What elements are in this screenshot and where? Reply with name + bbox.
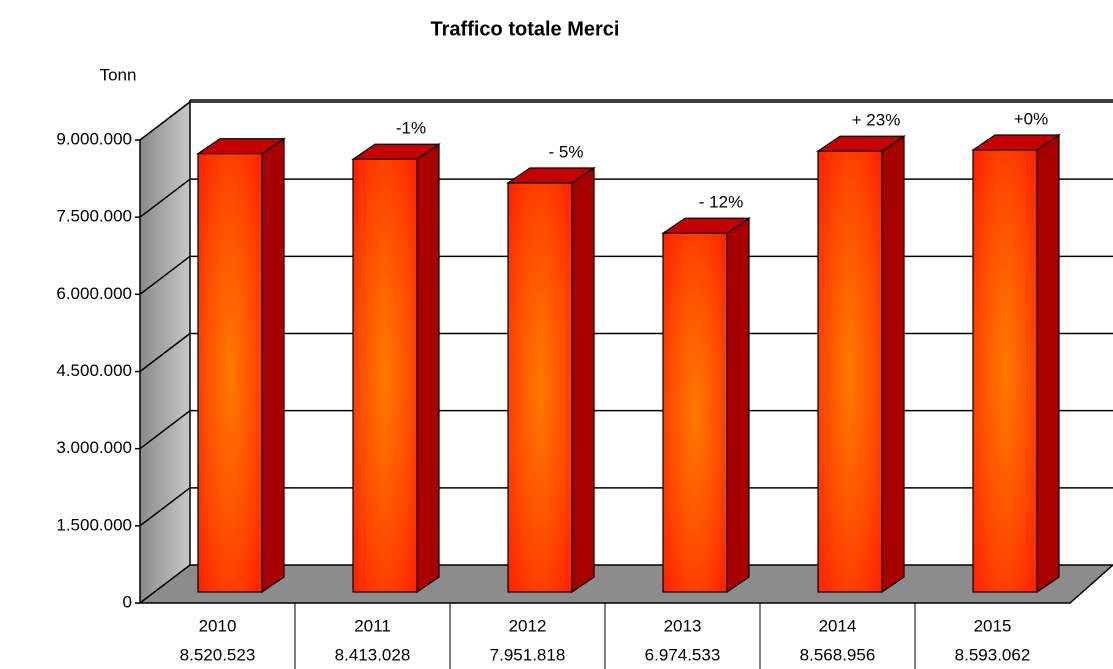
bar	[817, 150, 883, 593]
y-tick-label: 9.000.000	[56, 129, 132, 148]
bar	[972, 149, 1038, 593]
x-tick-label: 2012	[509, 616, 547, 635]
bar	[507, 182, 573, 593]
x-tick-label: 2011	[354, 616, 391, 635]
y-axis-label: Tonn	[100, 65, 137, 84]
grid-line	[139, 410, 191, 450]
chart-title: Traffico totale Merci	[431, 18, 620, 40]
change-label: +0%	[1014, 109, 1049, 128]
grid-line	[139, 255, 191, 295]
y-tick-label: 0	[123, 592, 132, 611]
y-tick-label: 7.500.000	[56, 207, 132, 226]
grid-line	[139, 178, 191, 218]
bar-side	[726, 217, 750, 594]
grid-line	[139, 101, 191, 141]
x-tick-label: 2015	[974, 616, 1012, 635]
y-tick-label: 6.000.000	[56, 284, 132, 303]
change-label: + 23%	[852, 111, 901, 130]
bar-side	[261, 137, 285, 594]
y-tick-label: 1.500.000	[56, 515, 132, 534]
floor	[137, 564, 1113, 604]
y-tick-label: 4.500.000	[56, 361, 132, 380]
x-tick-label: 2013	[664, 616, 702, 635]
value-label: 8.520.523	[180, 645, 256, 664]
left-wall	[140, 100, 190, 603]
value-label: 8.568.956	[800, 645, 876, 664]
bar-side	[416, 143, 440, 594]
value-label: 8.413.028	[335, 645, 411, 664]
value-label: 6.974.533	[645, 645, 721, 664]
bar	[197, 153, 263, 593]
bars	[196, 133, 1061, 594]
change-label: - 12%	[699, 193, 743, 212]
value-label: 7.951.818	[490, 645, 566, 664]
bar-side	[1036, 133, 1060, 594]
bar	[352, 158, 418, 593]
grid	[139, 101, 1113, 527]
bar-side	[881, 135, 905, 594]
x-tick-label: 2014	[819, 616, 857, 635]
y-tick-label: 3.000.000	[56, 438, 132, 457]
x-tick-label: 2010	[199, 616, 237, 635]
change-label: - 5%	[549, 142, 584, 161]
grid-line	[139, 487, 191, 527]
bar-side	[571, 166, 595, 594]
change-label: -1%	[396, 119, 426, 138]
value-label: 8.593.062	[955, 645, 1031, 664]
grid-line	[139, 332, 191, 373]
bar	[662, 232, 728, 593]
